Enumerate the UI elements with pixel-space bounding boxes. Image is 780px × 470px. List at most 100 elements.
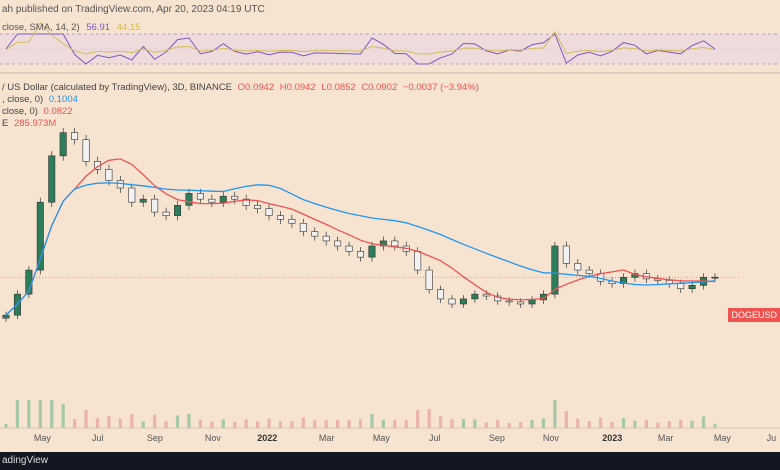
volume-bar	[370, 414, 374, 428]
volume-bar	[278, 421, 283, 428]
candle-down	[162, 211, 170, 216]
candle-down	[574, 263, 582, 271]
x-tick-label: Mar	[657, 433, 674, 443]
candle-up	[219, 195, 227, 203]
volume-bar	[656, 422, 660, 428]
candle-up	[539, 293, 547, 301]
volume-bar	[587, 421, 591, 428]
header-bar: ah published on TradingView.com, Apr 20,…	[0, 0, 780, 20]
candle-up	[2, 314, 10, 319]
volume-bar	[393, 420, 397, 428]
rsi-value: 56.91	[86, 22, 111, 33]
candle-up	[471, 293, 479, 300]
ma-red-value: 0.0822	[43, 106, 73, 117]
volume-bar	[130, 414, 134, 428]
volume-bar	[118, 418, 122, 428]
volume-bar	[644, 419, 648, 428]
ohlc-high: H0.0942	[279, 82, 316, 93]
volume-bar	[404, 419, 408, 428]
volume-bar	[221, 419, 225, 428]
volume-bar	[541, 418, 546, 428]
volume-bar	[679, 419, 683, 428]
ma-blue-value: 0.1004	[48, 94, 78, 105]
time-axis[interactable]: May Jul Sep Nov 2022 Mar May Jul Sep Nov 2023 Mar Ma…	[0, 428, 780, 450]
candle-up	[185, 193, 193, 206]
candle-down	[562, 245, 570, 264]
volume-bar	[576, 418, 580, 428]
candle-down	[322, 235, 330, 242]
candle-down	[334, 240, 342, 247]
volume-bar	[301, 417, 305, 428]
volume-bar	[381, 419, 385, 428]
ma-red-line	[5, 158, 716, 316]
candle-up	[379, 240, 387, 247]
ohlc-close: C0.0902	[361, 82, 398, 93]
candle-down	[356, 251, 364, 258]
candle-up	[528, 299, 536, 305]
volume-bar	[210, 421, 214, 428]
volume-bar	[416, 410, 420, 428]
rsi-value-secondary: 44.15	[116, 22, 141, 33]
volume-bar	[347, 419, 351, 428]
candle-down	[151, 198, 159, 213]
symbol-legend[interactable]: / US Dollar (calculated by TradingView),…	[2, 82, 479, 93]
candle-down	[196, 193, 204, 200]
candle-down	[128, 187, 136, 203]
volume-bar	[107, 416, 111, 428]
volume-bar	[290, 421, 294, 428]
volume-bar	[518, 422, 523, 428]
volume-bar	[313, 420, 317, 428]
volume-bar	[255, 421, 260, 428]
ohlc-change: −0.0037 (−3.94%)	[402, 82, 479, 93]
volume-bar	[187, 414, 191, 428]
volume-bar	[461, 419, 466, 428]
x-tick-label: Sep	[146, 433, 163, 443]
volume-bar	[473, 419, 477, 428]
volume-bar	[267, 418, 271, 428]
candle-down	[517, 301, 525, 305]
candle-up	[48, 155, 56, 203]
candle-down	[585, 269, 593, 274]
volume-bar	[27, 400, 31, 428]
volume-bar	[198, 419, 203, 428]
volume-bar	[633, 420, 637, 428]
candle-down	[242, 198, 250, 206]
ma-blue-legend[interactable]: , close, 0) 0.1004	[2, 94, 78, 105]
volume-bar	[701, 416, 706, 428]
candle-up	[36, 201, 44, 271]
price-tag[interactable]: DOGEUSD	[728, 308, 780, 322]
candle-down	[448, 298, 456, 305]
candle-down	[437, 289, 445, 300]
volume-bar	[553, 400, 557, 428]
pane-separator[interactable]	[0, 72, 780, 74]
brand-logo: adingView	[2, 455, 48, 466]
volume-bar	[438, 416, 443, 428]
volume-bar	[610, 421, 614, 428]
volume-bar	[621, 418, 626, 428]
volume-legend[interactable]: E 285.973M	[2, 118, 56, 129]
volume-value: 285.973M	[13, 118, 57, 129]
candle-up	[139, 198, 147, 203]
candle-up	[688, 285, 696, 290]
volume-bar	[496, 419, 500, 428]
rsi-line	[5, 33, 716, 65]
ma-blue-line	[5, 182, 716, 316]
ma-red-legend[interactable]: close, 0) 0.0822	[2, 106, 73, 117]
candle-up	[551, 245, 559, 295]
x-tick-label: 2022	[257, 433, 278, 443]
footer-bar: adingView	[0, 452, 780, 470]
candle-down	[105, 169, 113, 181]
volume-label: E	[2, 118, 9, 129]
volume-bar	[175, 415, 180, 428]
candle-down	[276, 215, 284, 220]
volume-bar	[599, 417, 603, 428]
candle-down	[482, 293, 490, 297]
symbol-name: / US Dollar (calculated by TradingView),…	[2, 82, 233, 93]
volume-bar	[50, 400, 54, 428]
rsi-legend[interactable]: close, SMA, 14, 2) 56.91 44.15	[2, 22, 140, 33]
x-tick-label: Nov	[542, 433, 559, 443]
candle-down	[391, 240, 399, 247]
published-info: ah published on TradingView.com, Apr 20,…	[2, 4, 265, 15]
volume-bar	[530, 420, 534, 428]
